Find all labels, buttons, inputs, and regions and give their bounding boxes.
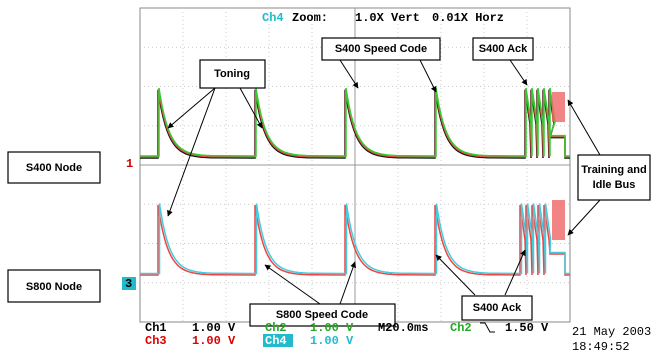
trigger-level: 1.50 V — [505, 321, 549, 335]
callout-label: Toning — [214, 68, 250, 80]
idle-burst — [552, 200, 565, 240]
callout-label: S800 Node — [26, 281, 82, 293]
callout-label: S400 Ack — [479, 43, 528, 55]
ch3-marker: 3 — [125, 277, 132, 291]
date: 21 May 2003 — [572, 325, 651, 339]
zoom-channel: Ch4 — [262, 11, 284, 25]
zoom-label: Zoom: — [292, 11, 328, 25]
ch3-label: Ch3 — [145, 334, 167, 348]
ch1-scale: 1.00 V — [192, 321, 236, 335]
callout-label: Training and Idle Bus — [578, 155, 650, 200]
ch2-label: Ch2 — [265, 321, 287, 335]
ch3-scale: 1.00 V — [192, 334, 236, 348]
ch2-scale: 1.00 V — [310, 321, 354, 335]
idle-burst — [552, 92, 565, 122]
readout: Ch1 1.00 V Ch2 1.00 V M20.0ms Ch2 1.50 V… — [145, 321, 651, 354]
ch4-scale: 1.00 V — [310, 334, 354, 348]
ch4-label: Ch4 — [265, 334, 287, 348]
zoom-vertical: 1.0X Vert — [355, 11, 420, 25]
ch1-label: Ch1 — [145, 321, 167, 335]
callout-label: S800 Speed Code — [276, 309, 368, 321]
trigger-slope — [480, 323, 495, 332]
callout-label: S400 Ack — [473, 302, 522, 314]
timebase: M20.0ms — [378, 321, 428, 335]
zoom-horizontal: 0.01X Horz — [432, 11, 504, 25]
callout-label: S400 Node — [26, 162, 82, 174]
time: 18:49:52 — [572, 340, 630, 354]
trigger-channel: Ch2 — [450, 321, 472, 335]
callout-label: S400 Speed Code — [335, 43, 427, 55]
scope-screenshot: Ch4 Zoom: 1.0X Vert 0.01X Horz 1 3 Tonin… — [0, 0, 657, 356]
ch1-marker: 1 — [126, 157, 133, 171]
